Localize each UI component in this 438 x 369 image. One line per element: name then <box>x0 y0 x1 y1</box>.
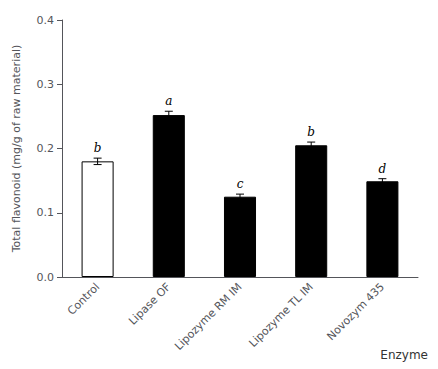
svg-text:0.2: 0.2 <box>37 142 55 155</box>
svg-text:Enzyme: Enzyme <box>380 348 428 362</box>
svg-text:d: d <box>379 162 387 176</box>
svg-text:c: c <box>237 177 244 191</box>
svg-text:Control: Control <box>65 280 102 317</box>
svg-text:0.1: 0.1 <box>37 206 55 219</box>
svg-text:0.0: 0.0 <box>37 271 55 284</box>
svg-text:Lipase OF: Lipase OF <box>126 280 173 327</box>
svg-text:Novozym 435: Novozym 435 <box>324 280 387 343</box>
svg-text:Lipozyme RM IM: Lipozyme RM IM <box>172 280 244 352</box>
svg-text:b: b <box>307 125 315 139</box>
svg-text:0.4: 0.4 <box>37 14 55 27</box>
svg-text:Lipozyme TL IM: Lipozyme TL IM <box>246 280 315 349</box>
svg-text:0.3: 0.3 <box>37 78 55 91</box>
svg-text:a: a <box>165 94 172 108</box>
svg-text:Total flavonoid (mg/g of raw m: Total flavonoid (mg/g of raw material) <box>10 45 23 254</box>
svg-text:b: b <box>94 141 102 155</box>
